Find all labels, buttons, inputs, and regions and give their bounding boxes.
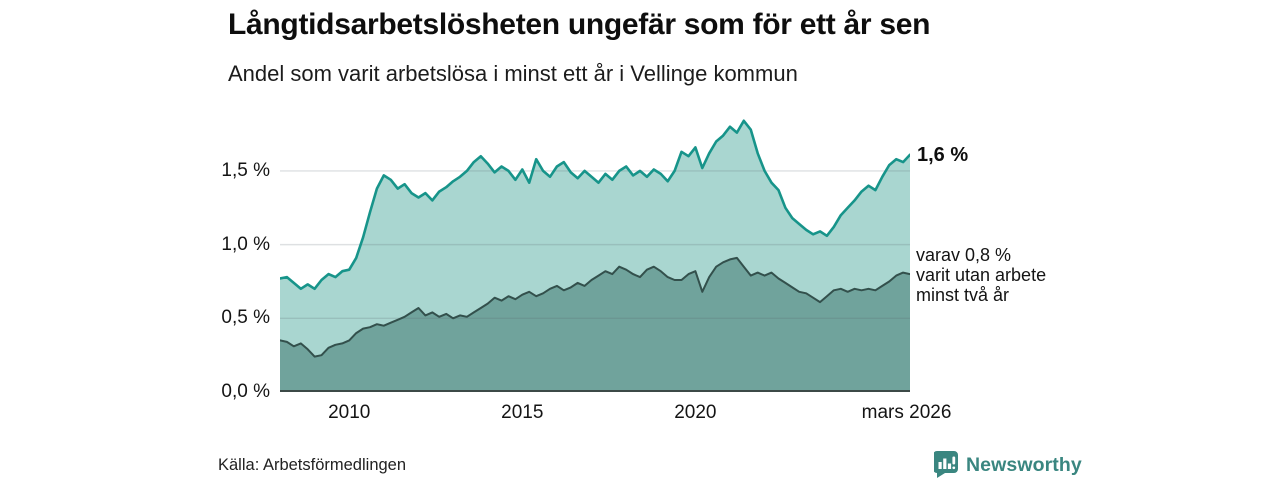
annotation-line: varav 0,8 % — [916, 245, 1012, 266]
y-axis-tick-label: 1,5 % — [221, 159, 270, 181]
source-caption: Källa: Arbetsförmedlingen — [218, 456, 407, 474]
x-axis-tick-label: 2015 — [501, 402, 544, 423]
brand-name: Newsworthy — [966, 453, 1082, 476]
x-axis-tick-label: mars 2026 — [861, 402, 952, 423]
y-axis-tick-label: 0,0 % — [221, 381, 270, 402]
annotation-line: varit utan arbete — [916, 265, 1047, 286]
y-axis-tick-label: 0,5 % — [221, 307, 270, 329]
x-axis-tick-label: 2010 — [328, 402, 371, 423]
x-axis-tick-label: 2020 — [674, 402, 717, 423]
chart-title: Långtidsarbetslösheten ungefär som för e… — [228, 8, 931, 41]
newsworthy-icon — [933, 451, 959, 479]
y-axis-tick-label: 1,0 % — [221, 233, 270, 255]
chart-subtitle: Andel som varit arbetslösa i minst ett å… — [228, 61, 798, 86]
plot-area — [278, 112, 912, 393]
lower-series-annotation: varav 0,8 % varit utan arbete minst två … — [916, 245, 1046, 305]
brand-logo: Newsworthy — [933, 451, 1082, 479]
end-value-annotation: 1,6 % — [917, 143, 969, 166]
area-chart — [278, 119, 912, 393]
annotation-line: minst två år — [916, 285, 1010, 306]
